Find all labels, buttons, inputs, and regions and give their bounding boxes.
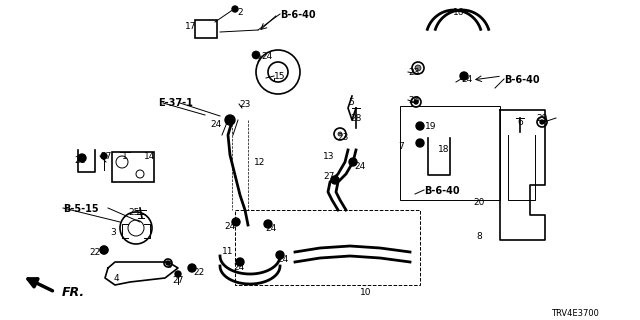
- Circle shape: [331, 176, 339, 184]
- Circle shape: [416, 122, 424, 130]
- Circle shape: [188, 264, 196, 272]
- Circle shape: [276, 251, 284, 259]
- Text: 1: 1: [122, 152, 128, 161]
- Text: E-37-1: E-37-1: [158, 98, 193, 108]
- Circle shape: [415, 65, 421, 71]
- Circle shape: [252, 51, 260, 59]
- Text: 27: 27: [100, 152, 111, 161]
- Circle shape: [338, 132, 342, 136]
- Circle shape: [100, 246, 108, 254]
- Text: 20: 20: [473, 198, 484, 207]
- Text: 24: 24: [210, 120, 221, 129]
- Text: 9: 9: [166, 261, 172, 270]
- Bar: [400, 106, 500, 200]
- Text: B-6-40: B-6-40: [504, 75, 540, 85]
- Text: 5: 5: [348, 98, 354, 107]
- Text: B-6-40: B-6-40: [280, 10, 316, 20]
- Text: 17: 17: [185, 22, 196, 31]
- Bar: [112, 152, 154, 182]
- Text: 26: 26: [408, 96, 419, 105]
- Text: 14: 14: [144, 152, 156, 161]
- Text: 7: 7: [398, 142, 404, 151]
- Text: 13: 13: [323, 152, 335, 161]
- Text: 24: 24: [261, 52, 272, 61]
- Circle shape: [78, 154, 86, 162]
- Text: FR.: FR.: [62, 285, 85, 299]
- Text: 24: 24: [265, 224, 276, 233]
- Text: 27: 27: [172, 276, 184, 285]
- Circle shape: [175, 271, 181, 277]
- Circle shape: [264, 220, 272, 228]
- Bar: [235, 210, 420, 285]
- Text: B-5-15: B-5-15: [63, 204, 99, 214]
- Text: 24: 24: [354, 162, 365, 171]
- Text: 22: 22: [193, 268, 204, 277]
- Circle shape: [416, 139, 424, 147]
- Circle shape: [236, 258, 244, 266]
- Text: 29: 29: [536, 114, 547, 123]
- Text: 2: 2: [237, 8, 243, 17]
- Circle shape: [101, 153, 107, 159]
- Text: 4: 4: [114, 274, 120, 283]
- Text: 16: 16: [453, 8, 465, 17]
- Circle shape: [232, 6, 238, 12]
- Text: 24: 24: [461, 75, 472, 84]
- Text: 27: 27: [323, 172, 334, 181]
- Text: 25: 25: [128, 208, 140, 217]
- Text: 15: 15: [274, 72, 285, 81]
- Circle shape: [232, 218, 240, 226]
- Text: 24: 24: [277, 255, 288, 264]
- Bar: [195, 20, 217, 38]
- Text: 19: 19: [425, 122, 436, 131]
- Text: 18: 18: [438, 145, 449, 154]
- Text: 28: 28: [350, 114, 362, 123]
- Text: TRV4E3700: TRV4E3700: [551, 309, 599, 318]
- Text: 24: 24: [233, 263, 244, 272]
- Text: 23: 23: [239, 100, 250, 109]
- Circle shape: [349, 158, 357, 166]
- Text: 24: 24: [224, 222, 236, 231]
- Circle shape: [414, 100, 418, 104]
- Circle shape: [460, 72, 468, 80]
- Text: 22: 22: [89, 248, 100, 257]
- Text: 11: 11: [222, 247, 234, 256]
- Text: 6: 6: [517, 118, 523, 127]
- Circle shape: [225, 115, 235, 125]
- Text: 23: 23: [337, 133, 348, 142]
- Text: 8: 8: [476, 232, 482, 241]
- Circle shape: [540, 120, 544, 124]
- Text: 10: 10: [360, 288, 371, 297]
- Text: 23: 23: [408, 68, 419, 77]
- Circle shape: [166, 261, 170, 265]
- Text: B-6-40: B-6-40: [424, 186, 460, 196]
- Text: 3: 3: [110, 228, 116, 237]
- Text: 21: 21: [74, 156, 85, 165]
- Text: 12: 12: [254, 158, 266, 167]
